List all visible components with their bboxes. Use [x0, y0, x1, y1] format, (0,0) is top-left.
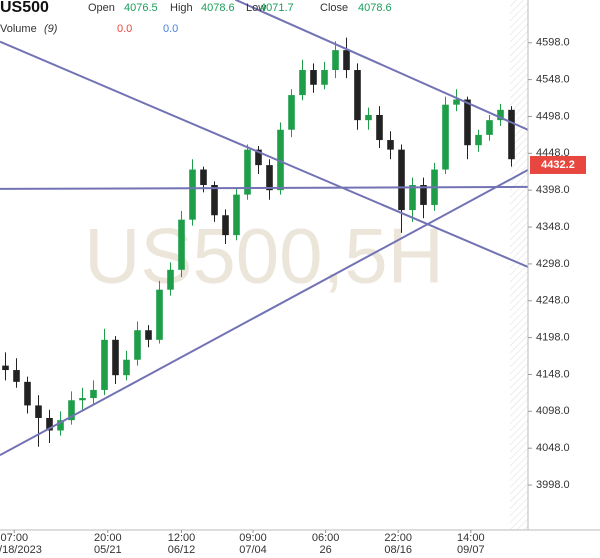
candle-body [134, 330, 141, 360]
plot-background [0, 0, 528, 530]
candle-body [211, 185, 218, 216]
x-tick-date: 26 [319, 544, 331, 556]
ohlc-label: Open [88, 2, 115, 14]
candle-body [101, 339, 108, 390]
last-price-label: 4432.2 [541, 159, 575, 171]
x-tick-label: 12:00 [168, 532, 196, 544]
ohlc-value: 4076.5 [124, 2, 158, 14]
candle-body [387, 140, 394, 150]
candle-body [244, 149, 251, 195]
ohlc-label: High [170, 2, 193, 14]
y-tick-label: 4048.0 [536, 442, 570, 454]
y-tick-label: 4548.0 [536, 74, 570, 86]
ohlc-value: 4078.6 [201, 2, 235, 14]
x-tick-label: 22:00 [384, 532, 412, 544]
trend-line [0, 40, 528, 268]
candle-body [398, 149, 405, 211]
candle-body [57, 420, 64, 431]
ohlc-label: Close [320, 2, 348, 14]
candle-body [453, 99, 460, 105]
candle-body [508, 109, 515, 160]
candle-body [310, 70, 317, 85]
candle-body [112, 339, 119, 376]
candle-body [475, 134, 482, 146]
candle-body [178, 219, 185, 270]
y-tick-label: 4148.0 [536, 368, 570, 380]
x-tick-label: 14:00 [457, 532, 485, 544]
watermark: US500,5H [84, 212, 444, 300]
y-tick-label: 4598.0 [536, 37, 570, 49]
candle-body [464, 99, 471, 146]
x-tick-label: 20:00 [94, 532, 122, 544]
y-tick-label: 4098.0 [536, 405, 570, 417]
last-price-box [530, 155, 586, 174]
candle-body [365, 114, 372, 121]
candle-body [46, 417, 53, 431]
candle-body [332, 50, 339, 71]
candle-body [486, 120, 493, 135]
candle-body [442, 104, 449, 170]
candle-body [321, 70, 328, 85]
x-tick-date: 04/18/2023 [0, 544, 42, 556]
x-tick-date: 05/21 [94, 544, 122, 556]
candle-body [68, 400, 75, 421]
candle-body [288, 95, 295, 130]
candle-body [167, 269, 174, 290]
candle-body [409, 185, 416, 211]
trend-line [234, 0, 528, 131]
candle-body [497, 109, 504, 121]
volume-value: 0.0 [117, 23, 132, 35]
candle-body [420, 185, 427, 205]
candle-body [90, 389, 97, 399]
candle-body [13, 370, 20, 382]
symbol: US500 [0, 0, 49, 16]
y-tick-label: 4298.0 [536, 258, 570, 270]
x-tick-label: 07:00 [1, 532, 29, 544]
candle-body [255, 149, 262, 166]
x-tick-date: 06/12 [168, 544, 196, 556]
candle-body [200, 169, 207, 186]
candle-body [123, 359, 130, 376]
ohlc-label: Low [246, 2, 266, 14]
candle-body [277, 129, 284, 191]
y-tick-label: 4398.0 [536, 184, 570, 196]
candle-body [354, 70, 361, 121]
x-tick-date: 09/07 [457, 544, 485, 556]
y-tick-label: 4198.0 [536, 332, 570, 344]
candle-body [2, 365, 9, 371]
candle-body [156, 289, 163, 340]
x-tick-label: 09:00 [239, 532, 267, 544]
candle-body [79, 398, 86, 401]
x-tick-label: 06:00 [312, 532, 340, 544]
y-tick-label: 4498.0 [536, 110, 570, 122]
candle-body [35, 405, 42, 418]
volume-label: Volume [0, 23, 37, 35]
x-tick-date: 07/04 [239, 544, 267, 556]
trend-line [0, 169, 528, 457]
y-tick-label: 4248.0 [536, 295, 570, 307]
candle-body [376, 114, 383, 141]
y-tick-label: 3998.0 [536, 479, 570, 491]
candle-body [343, 50, 350, 71]
volume-period: (9) [44, 23, 58, 35]
x-tick-date: 08/16 [384, 544, 412, 556]
candle-body [222, 215, 229, 236]
y-tick-label: 4348.0 [536, 221, 570, 233]
volume-value: 0.0 [163, 23, 178, 35]
candle-body [24, 381, 31, 406]
candle-body [145, 330, 152, 340]
ohlc-value: 4071.7 [260, 2, 294, 14]
candle-body [189, 169, 196, 220]
candle-body [266, 165, 273, 191]
candle-body [233, 194, 240, 236]
ohlc-value: 4078.6 [358, 2, 392, 14]
candle-body [299, 70, 306, 96]
trend-line [0, 185, 528, 190]
